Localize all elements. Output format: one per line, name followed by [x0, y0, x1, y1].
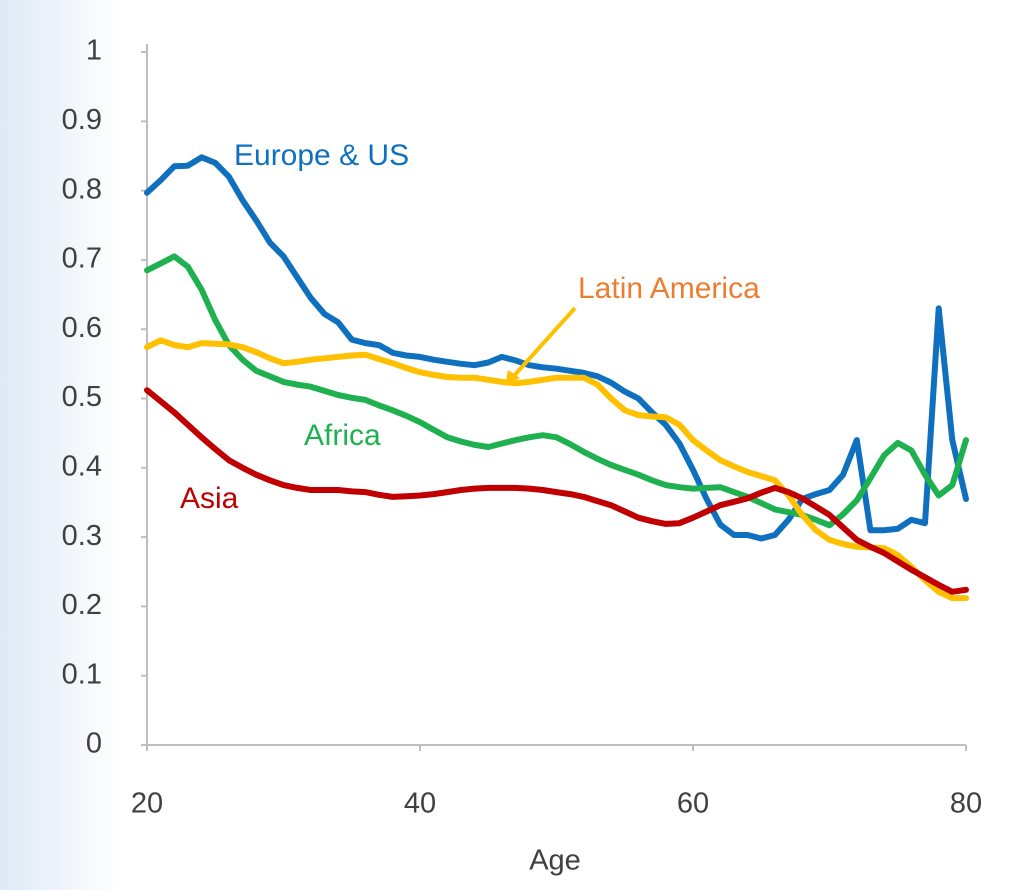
- y-tick-label: 0.8: [62, 173, 102, 205]
- x-tick-label: 80: [950, 788, 982, 820]
- y-tick-label: 0.9: [62, 104, 102, 136]
- series-line: [144, 253, 969, 529]
- series-line: [144, 337, 969, 602]
- y-tick-label: 0.6: [62, 312, 102, 344]
- y-tick-label: 0.2: [62, 589, 102, 621]
- x-tick-label: 20: [131, 788, 163, 820]
- series-label: Asia: [180, 482, 239, 515]
- y-tick-label: 0.3: [62, 520, 102, 552]
- axes: 0 0.1 0.2 0.3 0.4 0.5 0.6 0.7 0.8 0.9 1 20 40 60 80: [62, 35, 982, 820]
- annotation-arrow: [510, 306, 577, 380]
- arrow-head: [505, 370, 520, 386]
- x-axis-title: Age: [529, 845, 581, 877]
- x-tick-label: 60: [677, 788, 709, 820]
- y-tick-label: 0.4: [62, 450, 102, 482]
- y-tick-label: 1: [86, 35, 102, 67]
- series-label: Europe & US: [234, 139, 409, 172]
- series-line: [144, 387, 969, 595]
- y-tick-label: 0.1: [62, 658, 102, 690]
- series-line: [144, 154, 969, 542]
- y-tick-label: 0.7: [62, 243, 102, 275]
- x-tick-label: 40: [404, 788, 436, 820]
- series-label: Latin America: [578, 272, 760, 305]
- y-tick-label: 0: [86, 728, 102, 760]
- plot: [144, 154, 969, 602]
- series-label: Africa: [304, 419, 381, 452]
- y-tick-label: 0.5: [62, 381, 102, 413]
